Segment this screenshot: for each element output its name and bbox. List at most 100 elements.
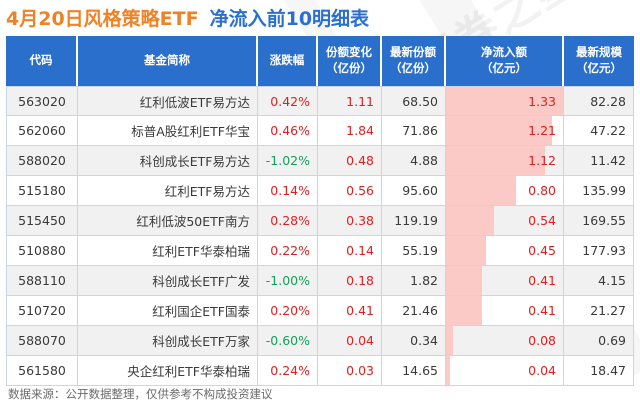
net-inflow-bar <box>446 87 563 115</box>
cell-change: 0.14% <box>258 176 318 206</box>
cell-latest-scale: 11.42 <box>564 146 634 176</box>
cell-code: 588110 <box>6 266 78 296</box>
net-inflow-value: 1.12 <box>528 153 556 168</box>
cell-change: 0.28% <box>258 206 318 236</box>
cell-net-inflow: 0.45 <box>446 236 564 266</box>
cell-share-change: 0.14 <box>318 236 382 266</box>
table-row: 563020 红利低波ETF易方达 0.42% 1.11 68.50 1.33 82.28 <box>6 86 634 116</box>
header-net-inflow: 净流入额 （亿元） <box>446 36 564 86</box>
table-row: 588020 科创成长ETF易方达 -1.02% 0.48 4.88 1.12 11.42 <box>6 146 634 176</box>
net-inflow-value: 0.45 <box>528 243 556 258</box>
cell-fund-name: 科创成长ETF广发 <box>78 266 258 296</box>
net-inflow-bar <box>446 356 450 385</box>
table-row: 561580 央企红利ETF华泰柏瑞 0.24% 0.03 14.65 0.04 18.47 <box>6 356 634 386</box>
header-latest-scale: 最新规模 （亿元） <box>564 36 634 86</box>
table-header: 代码 基金简称 涨跌幅 份额变化 （亿份） <box>6 36 634 86</box>
net-inflow-bar <box>446 326 454 355</box>
cell-change: 0.20% <box>258 296 318 326</box>
cell-latest-scale: 47.22 <box>564 116 634 146</box>
cell-latest-share: 68.50 <box>382 86 446 116</box>
cell-fund-name: 红利ETF易方达 <box>78 176 258 206</box>
cell-fund-name: 科创成长ETF易方达 <box>78 146 258 176</box>
cell-net-inflow: 0.54 <box>446 206 564 236</box>
cell-fund-name: 科创成长ETF万家 <box>78 326 258 356</box>
net-inflow-value: 0.41 <box>528 273 556 288</box>
cell-latest-share: 4.88 <box>382 146 446 176</box>
cell-latest-share: 21.46 <box>382 296 446 326</box>
cell-change: 0.24% <box>258 356 318 386</box>
cell-fund-name: 红利ETF华泰柏瑞 <box>78 236 258 266</box>
cell-code: 588070 <box>6 326 78 356</box>
cell-latest-share: 55.19 <box>382 236 446 266</box>
cell-latest-share: 14.65 <box>382 356 446 386</box>
net-inflow-bar <box>446 206 494 235</box>
cell-share-change: 0.41 <box>318 296 382 326</box>
net-inflow-bar <box>446 236 486 265</box>
cell-net-inflow: 1.12 <box>446 146 564 176</box>
header-latest-share: 最新份额 （亿份） <box>382 36 446 86</box>
net-inflow-bar <box>446 176 517 205</box>
net-inflow-bar <box>446 296 483 325</box>
header-fund-name-line1: 基金简称 <box>144 53 190 68</box>
page-title: 4月20日风格策略ETF 净流入前10明细表 <box>6 2 369 32</box>
cell-change: -1.02% <box>258 146 318 176</box>
cell-latest-scale: 169.55 <box>564 206 634 236</box>
cell-latest-share: 119.19 <box>382 206 446 236</box>
header-code-line1: 代码 <box>29 53 53 68</box>
header-latest-share-line2: （亿份） <box>390 61 436 75</box>
cell-code: 588020 <box>6 146 78 176</box>
cell-latest-share: 71.86 <box>382 116 446 146</box>
cell-latest-share: 0.34 <box>382 326 446 356</box>
cell-change: 0.46% <box>258 116 318 146</box>
header-latest-scale-line1: 最新规模 <box>576 45 622 60</box>
header-latest-scale-line2: （亿元） <box>576 61 622 75</box>
cell-share-change: 1.11 <box>318 86 382 116</box>
cell-code: 562060 <box>6 116 78 146</box>
title-date-part: 4月20日风格策略ETF <box>6 7 199 30</box>
data-source-note: 数据来源：公开数据整理，仅供参考不构成投资建议 <box>8 387 273 401</box>
table-header-row: 代码 基金简称 涨跌幅 份额变化 （亿份） <box>6 36 634 86</box>
cell-latest-share: 1.82 <box>382 266 446 296</box>
net-inflow-value: 0.54 <box>528 213 556 228</box>
header-fund-name: 基金简称 <box>78 36 258 86</box>
cell-latest-scale: 4.15 <box>564 266 634 296</box>
table-row: 562060 标普A股红利ETF华宝 0.46% 1.84 71.86 1.21 47.22 <box>6 116 634 146</box>
cell-code: 510880 <box>6 236 78 266</box>
net-inflow-bar <box>446 146 545 175</box>
cell-fund-name: 红利低波ETF易方达 <box>78 86 258 116</box>
table-row: 510720 红利国企ETF国泰 0.20% 0.41 21.46 0.41 21.27 <box>6 296 634 326</box>
net-inflow-bar <box>446 266 483 295</box>
cell-share-change: 0.56 <box>318 176 382 206</box>
cell-share-change: 0.48 <box>318 146 382 176</box>
cell-latest-scale: 82.28 <box>564 86 634 116</box>
cell-fund-name: 红利低波50ETF南方 <box>78 206 258 236</box>
table-row: 588110 科创成长ETF广发 -1.00% 0.18 1.82 0.41 4.15 <box>6 266 634 296</box>
header-code: 代码 <box>6 36 78 86</box>
net-inflow-value: 0.41 <box>528 303 556 318</box>
table-row: 510880 红利ETF华泰柏瑞 0.22% 0.14 55.19 0.45 177.93 <box>6 236 634 266</box>
header-share-change-line1: 份额变化 <box>326 45 372 60</box>
header-net-inflow-line1: 净流入额 <box>481 45 527 60</box>
header-change-line1: 涨跌幅 <box>269 53 305 68</box>
cell-code: 563020 <box>6 86 78 116</box>
net-inflow-value: 1.33 <box>528 93 556 109</box>
cell-code: 561580 <box>6 356 78 386</box>
cell-change: -1.00% <box>258 266 318 296</box>
cell-fund-name: 红利国企ETF国泰 <box>78 296 258 326</box>
cell-latest-scale: 0.69 <box>564 326 634 356</box>
header-share-change: 份额变化 （亿份） <box>318 36 382 86</box>
cell-change: 0.22% <box>258 236 318 266</box>
net-inflow-bar <box>446 116 553 145</box>
cell-share-change: 0.03 <box>318 356 382 386</box>
cell-net-inflow: 0.08 <box>446 326 564 356</box>
cell-net-inflow: 1.21 <box>446 116 564 146</box>
cell-latest-scale: 177.93 <box>564 236 634 266</box>
cell-net-inflow: 0.41 <box>446 266 564 296</box>
net-inflow-value: 1.21 <box>528 123 556 138</box>
title-main-part: 净流入前10明细表 <box>209 7 370 30</box>
cell-latest-scale: 135.99 <box>564 176 634 206</box>
net-inflow-value: 0.80 <box>528 183 556 198</box>
cell-latest-scale: 21.27 <box>564 296 634 326</box>
header-net-inflow-line2: （亿元） <box>481 61 527 75</box>
